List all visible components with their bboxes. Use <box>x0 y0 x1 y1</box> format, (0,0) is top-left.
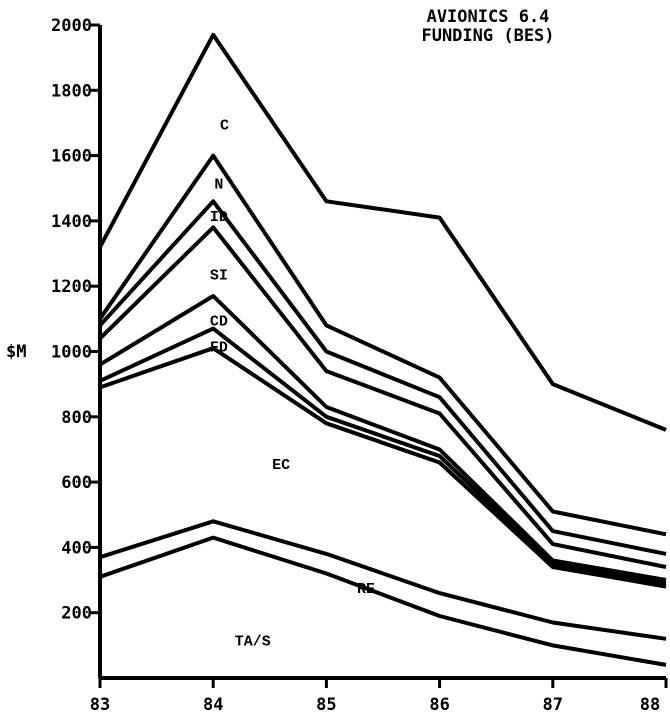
band-label: N <box>214 176 223 193</box>
y-tick-label: 1000 <box>51 343 92 363</box>
x-tick-label: 86 <box>429 695 449 715</box>
band-label: FD <box>210 340 228 357</box>
y-tick-label: 200 <box>61 604 92 624</box>
x-tick-label: 83 <box>90 695 110 715</box>
y-tick-label: 1600 <box>51 147 92 167</box>
y-axis-label: $M <box>6 342 26 362</box>
x-tick-label: 84 <box>203 695 223 715</box>
series-line-fd <box>99 326 667 586</box>
band-label: TA/S <box>235 633 271 650</box>
chart-title: AVIONICS 6.4 FUNDING (BES) <box>421 7 554 46</box>
band-label: CD <box>210 313 228 330</box>
y-tick-label: 400 <box>61 538 92 558</box>
series-line-re <box>99 519 667 641</box>
x-tick-label: 87 <box>543 695 563 715</box>
series-line-cd <box>98 294 667 582</box>
band-label: RE <box>357 581 375 598</box>
band-label: ID <box>210 209 228 226</box>
y-axis-ticks: 2000 1800 1600 1400 1200 1000 800 600 400 200 <box>51 16 100 624</box>
series-line-c <box>98 32 667 432</box>
chart-title-line-2: FUNDING (BES) <box>421 26 554 46</box>
band-label: SI <box>210 268 228 285</box>
chart-title-line-1: AVIONICS 6.4 <box>427 7 550 27</box>
x-axis-ticks: 83 84 85 86 87 88 <box>90 678 668 715</box>
y-tick-label: 600 <box>61 473 92 493</box>
x-tick-label: 88 <box>640 695 660 715</box>
y-tick-label: 1200 <box>51 277 92 297</box>
y-tick-label: 2000 <box>51 16 92 36</box>
band-label: EC <box>272 457 290 474</box>
series-line-tas <box>99 535 667 667</box>
series-line-ec <box>99 346 667 589</box>
y-tick-label: 1400 <box>51 212 92 232</box>
band-labels: C N ID SI CD FD EC RE TA/S <box>210 117 375 650</box>
series-lines <box>98 32 667 667</box>
series-line-n <box>98 153 667 537</box>
y-tick-label: 800 <box>61 408 92 428</box>
series-line-id <box>98 199 667 556</box>
x-tick-label: 85 <box>316 695 336 715</box>
band-label: C <box>220 117 229 134</box>
series-line-si <box>98 225 667 569</box>
y-tick-label: 1800 <box>51 81 92 101</box>
